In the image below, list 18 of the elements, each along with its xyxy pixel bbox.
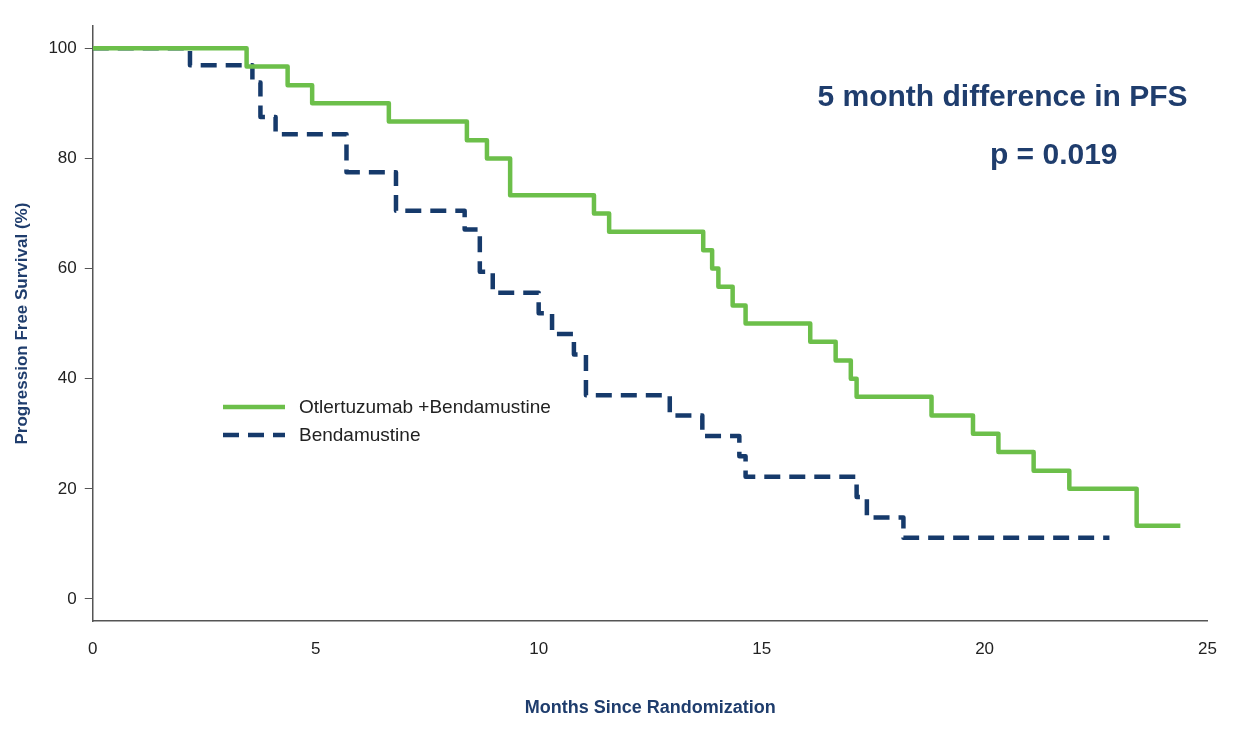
y-tick-label: 40	[57, 368, 77, 388]
x-tick-label: 5	[310, 638, 321, 658]
annotation: p = 0.019	[989, 137, 1118, 171]
x-tick-label: 15	[752, 638, 772, 658]
x-tick-label: 10	[529, 638, 549, 658]
x-tick-label: 20	[975, 638, 995, 658]
annotation: 5 month difference in PFS	[817, 79, 1188, 113]
y-tick-label: 100	[48, 37, 77, 57]
y-tick-label: 60	[57, 258, 77, 278]
y-axis-title: Progression Free Survival (%)	[11, 202, 31, 445]
y-tick-label: 20	[57, 478, 77, 498]
y-tick-label: 80	[57, 148, 77, 168]
legend-label: Otlertuzumab +Bendamustine	[299, 396, 551, 418]
x-tick-label: 0	[88, 638, 98, 658]
x-tick-label: 25	[1198, 638, 1218, 658]
y-tick-label: 0	[67, 588, 77, 608]
x-axis-title: Months Since Randomization	[524, 697, 776, 718]
legend-label: Bendamustine	[299, 424, 421, 446]
